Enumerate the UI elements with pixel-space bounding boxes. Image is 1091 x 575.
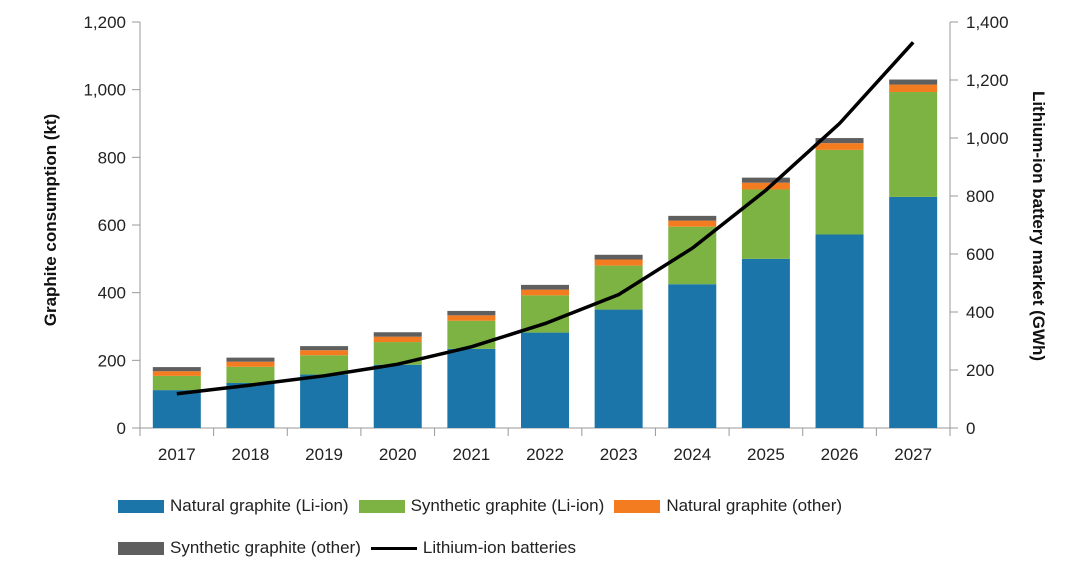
legend-item-li-batteries: Lithium-ion batteries — [370, 538, 576, 558]
bar-synthetic-graphite-other-2020 — [373, 332, 422, 337]
bar-synthetic-graphite-li-ion-2017 — [152, 375, 201, 391]
legend-swatch-synthetic-other — [118, 541, 164, 555]
graphite-chart: 0 200 400 600 800 1,000 1,200 0 200 400 600 800 1,00… — [41, 13, 1048, 464]
plot-area: 0 200 400 600 800 1,000 1,200 0 200 400 600 800 1,00… — [83, 13, 1008, 464]
bar-natural-graphite-other-2021 — [447, 315, 496, 321]
bar-natural-graphite-li-ion-2019 — [300, 374, 349, 428]
line-lithium-ion-batteries — [176, 41, 915, 396]
y-right-tick-label: 1,000 — [966, 129, 1009, 148]
legend-label-li-batteries: Lithium-ion batteries — [422, 538, 576, 557]
bar-natural-graphite-other-2018 — [226, 361, 275, 367]
legend-item-synthetic-other: Synthetic graphite (other) — [118, 538, 361, 558]
legend-item-natural-other: Natural graphite (other) — [614, 496, 842, 516]
bar-natural-graphite-other-2024 — [668, 220, 717, 227]
x-tick-label: 2025 — [747, 445, 785, 464]
bar-synthetic-graphite-li-ion-2027 — [889, 92, 938, 197]
x-tick-label: 2024 — [673, 445, 711, 464]
bar-synthetic-graphite-li-ion-2018 — [226, 366, 275, 384]
bar-natural-graphite-li-ion-2020 — [373, 364, 422, 428]
bar-synthetic-graphite-other-2019 — [300, 346, 349, 351]
x-tick-label: 2027 — [894, 445, 932, 464]
x-tick-label: 2021 — [452, 445, 490, 464]
x-tick-label: 2019 — [305, 445, 343, 464]
legend-swatch-natural-other — [614, 499, 661, 513]
bar-natural-graphite-li-ion-2024 — [668, 284, 717, 428]
y-right-tick-label: 1,400 — [966, 13, 1009, 32]
bar-natural-graphite-li-ion-2018 — [226, 383, 275, 428]
bar-synthetic-graphite-other-2018 — [226, 357, 275, 362]
y-left-tick-label: 0 — [117, 419, 126, 438]
bar-natural-graphite-other-2023 — [594, 259, 643, 266]
x-tick-label: 2020 — [379, 445, 417, 464]
legend-label-natural-li: Natural graphite (Li-ion) — [170, 496, 349, 515]
bar-natural-graphite-li-ion-2017 — [152, 390, 201, 428]
y-left-tick-label: 800 — [98, 148, 126, 167]
y-right-tick-label: 1,200 — [966, 71, 1009, 90]
legend-swatch-li-batteries — [370, 546, 417, 550]
bar-natural-graphite-li-ion-2025 — [741, 258, 790, 428]
y-right-tick-label: 0 — [966, 419, 975, 438]
bar-synthetic-graphite-li-ion-2022 — [521, 295, 569, 333]
legend-item-synthetic-li: Synthetic graphite (Li-ion) — [358, 496, 605, 516]
bar-natural-graphite-other-2025 — [741, 182, 790, 190]
bar-natural-graphite-li-ion-2027 — [889, 196, 938, 428]
y-left-tick-label: 1,200 — [83, 13, 126, 32]
y-right-tick-label: 400 — [966, 303, 994, 322]
legend: Natural graphite (Li-ion) Synthetic grap… — [118, 491, 1018, 575]
bar-natural-graphite-li-ion-2022 — [521, 332, 569, 428]
y-right-tick-label: 200 — [966, 361, 994, 380]
legend-row-1: Natural graphite (Li-ion) Synthetic grap… — [118, 491, 1018, 521]
x-tick-label: 2026 — [821, 445, 859, 464]
bar-synthetic-graphite-li-ion-2026 — [815, 149, 864, 235]
bar-synthetic-graphite-li-ion-2020 — [373, 342, 422, 365]
bar-synthetic-graphite-other-2017 — [152, 367, 201, 372]
bar-synthetic-graphite-other-2027 — [889, 79, 938, 85]
legend-row-2: Synthetic graphite (other) Lithium-ion b… — [118, 533, 1018, 563]
x-tick-label: 2018 — [232, 445, 270, 464]
bar-synthetic-graphite-li-ion-2025 — [741, 189, 790, 259]
y-left-tick-label: 1,000 — [83, 81, 126, 100]
bar-synthetic-graphite-other-2022 — [521, 284, 569, 290]
bar-synthetic-graphite-li-ion-2019 — [300, 355, 349, 375]
y-left-tick-label: 200 — [98, 351, 126, 370]
bar-natural-graphite-li-ion-2026 — [815, 234, 864, 428]
bar-natural-graphite-other-2026 — [815, 143, 864, 150]
bar-synthetic-graphite-other-2024 — [668, 215, 717, 221]
y-left-tick-label: 600 — [98, 216, 126, 235]
legend-label-synthetic-other: Synthetic graphite (other) — [170, 538, 361, 557]
x-tick-label: 2022 — [526, 445, 564, 464]
legend-swatch-synthetic-li — [358, 499, 405, 513]
y-axis-right-title: Lithium-ion battery market (GWh) — [1029, 91, 1048, 361]
legend-swatch-natural-li — [118, 499, 164, 513]
y-right-tick-label: 600 — [966, 245, 994, 264]
bar-synthetic-graphite-other-2025 — [741, 177, 790, 183]
bar-natural-graphite-li-ion-2021 — [447, 348, 496, 428]
legend-label-synthetic-li: Synthetic graphite (Li-ion) — [410, 496, 605, 515]
bar-synthetic-graphite-li-ion-2021 — [447, 320, 496, 349]
y-right-tick-label: 800 — [966, 187, 994, 206]
bar-natural-graphite-other-2017 — [152, 371, 201, 376]
y-left-tick-label: 400 — [98, 284, 126, 303]
bar-synthetic-graphite-other-2021 — [447, 310, 496, 316]
bar-natural-graphite-other-2019 — [300, 350, 349, 356]
bar-synthetic-graphite-other-2023 — [594, 254, 643, 260]
bar-natural-graphite-other-2027 — [889, 84, 938, 93]
legend-item-natural-li: Natural graphite (Li-ion) — [118, 496, 349, 516]
bar-natural-graphite-other-2020 — [373, 336, 422, 343]
bar-natural-graphite-other-2022 — [521, 289, 569, 296]
legend-label-natural-other: Natural graphite (other) — [666, 496, 843, 515]
bar-natural-graphite-li-ion-2023 — [594, 309, 643, 428]
x-tick-label: 2023 — [600, 445, 638, 464]
x-tick-label: 2017 — [158, 445, 196, 464]
bar-synthetic-graphite-other-2026 — [815, 138, 864, 144]
y-axis-left-title: Graphite consumption (kt) — [41, 114, 60, 327]
